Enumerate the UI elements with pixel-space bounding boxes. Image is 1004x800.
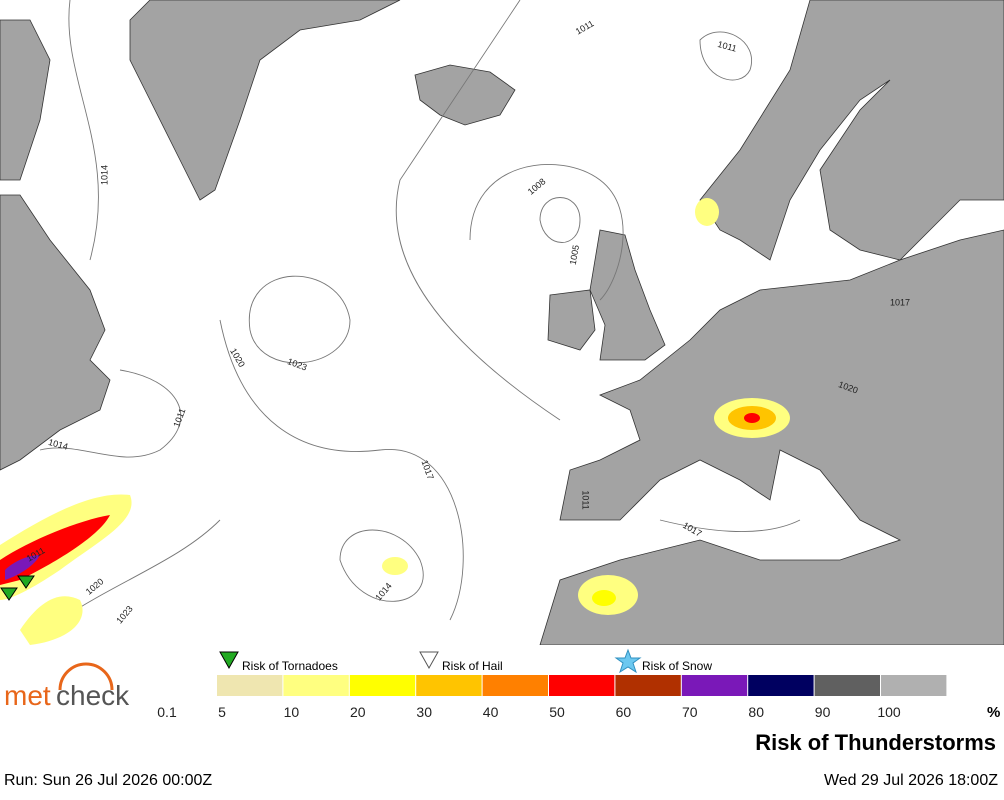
legend-swatch [814, 675, 880, 696]
legend-scale-label: 40 [483, 704, 499, 720]
isobar-label: 1017 [890, 297, 910, 307]
isobar-label: 1020 [228, 347, 247, 369]
isobar-label: 1017 [681, 520, 703, 539]
legend-swatch [416, 675, 482, 696]
legend-symbol: Risk of Hail [442, 659, 503, 673]
legend-unit: % [987, 704, 1000, 721]
legend-scale-label: 90 [815, 704, 831, 720]
legend-symbol: Risk of Snow [642, 659, 712, 673]
isobar-label: 1005 [568, 244, 581, 265]
legend-swatch [615, 675, 681, 696]
logo: met [4, 680, 51, 711]
legend-swatch [681, 675, 748, 696]
storm-areas [0, 198, 790, 645]
isobar-label: 1023 [286, 356, 308, 372]
legend-swatch [349, 675, 416, 696]
legend-scale-label: 0.1 [157, 704, 177, 720]
snow-icon [614, 648, 642, 674]
legend-scale-label: 10 [284, 704, 300, 720]
logo-sun [58, 662, 114, 691]
legend-swatch [748, 675, 814, 696]
isobars [39, 0, 801, 621]
legend-scale-label: 30 [416, 704, 432, 720]
valid-time: Wed 29 Jul 2026 18:00Z [824, 772, 998, 789]
legend-swatch [881, 675, 947, 696]
isobar-label: 1020 [84, 576, 106, 597]
isobar-label: 1008 [526, 176, 548, 197]
legend-scale-label: 20 [350, 704, 366, 720]
isobar-label: 1011 [581, 490, 591, 509]
isobar-label: 1014 [99, 165, 109, 185]
legend-background [0, 645, 1004, 800]
run-time: Run: Sun 26 Jul 2026 00:00Z [4, 772, 212, 789]
legend-swatch [283, 675, 349, 696]
tornado-icon [219, 651, 239, 670]
legend-scale-label: 70 [682, 704, 698, 720]
title: Risk of Thunderstorms [755, 730, 996, 755]
legend-scale-label: 60 [616, 704, 632, 720]
isobar-label: 1011 [171, 407, 187, 429]
isobar-label: 1014 [47, 437, 69, 452]
isobar-label: 1023 [114, 604, 135, 626]
legend-symbol: Risk of Tornadoes [242, 659, 338, 673]
isobar-label: 1011 [717, 39, 738, 54]
legend-scale-label: 80 [748, 704, 764, 720]
legend-scale-label: 5 [218, 704, 226, 720]
logo: check [56, 680, 130, 711]
hail-icon [419, 651, 439, 670]
legend-swatch [549, 675, 615, 696]
isobar-label: 1017 [419, 459, 435, 481]
land [0, 0, 1004, 646]
legend-scale-label: 50 [549, 704, 565, 720]
legend-swatch [217, 675, 283, 696]
isobar-label: 1014 [373, 581, 394, 603]
legend-scale-label: 100 [877, 704, 901, 720]
legend-swatch [482, 675, 548, 696]
isobar-label: 1011 [574, 18, 596, 36]
